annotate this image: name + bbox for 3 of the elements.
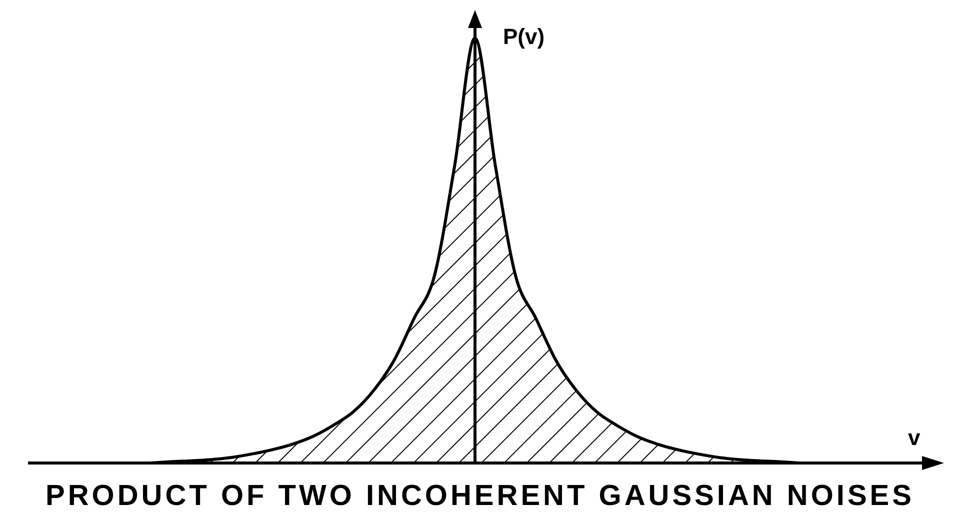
text: PRODUCT OF TWO INCOHERENT GAUSSIAN NOISES [44, 480, 916, 513]
y-axis-title: P(v) [503, 24, 545, 49]
x-axis-title: v [908, 425, 921, 450]
